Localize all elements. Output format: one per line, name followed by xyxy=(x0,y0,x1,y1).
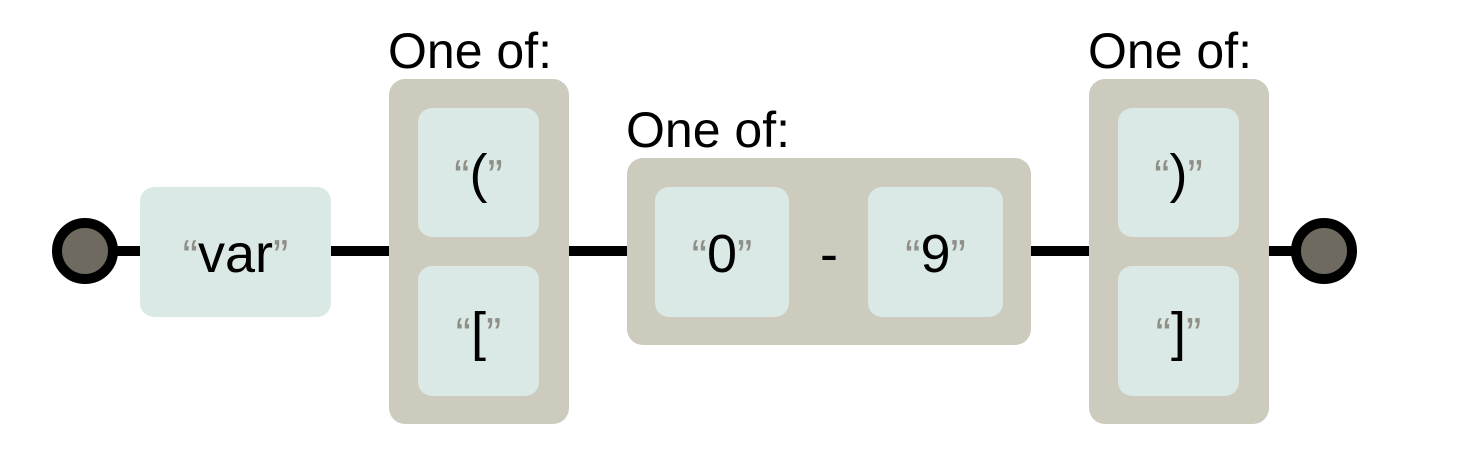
literal-box xyxy=(418,108,539,237)
range-from: “0” xyxy=(655,187,789,317)
literal-text: “[” xyxy=(456,302,502,362)
literal-text: “var” xyxy=(183,224,289,284)
literal-text: “]” xyxy=(1156,302,1202,362)
group-caption: One of: xyxy=(388,23,552,79)
literal-box xyxy=(140,187,331,317)
start-terminal xyxy=(52,218,118,284)
literal-var: “var” xyxy=(140,187,331,317)
literal-text: “)” xyxy=(1154,144,1203,204)
literal-box xyxy=(655,187,789,317)
option-close-paren: “)” xyxy=(1118,108,1239,237)
option-open-paren: “(” xyxy=(418,108,539,237)
one-of-close-bracket-group: One of: “)” “]” xyxy=(1088,23,1269,424)
group-caption: One of: xyxy=(1088,23,1252,79)
one-of-open-bracket-group: One of: “(” “[” xyxy=(388,23,569,424)
option-close-square: “]” xyxy=(1118,266,1239,396)
range-to: “9” xyxy=(868,187,1003,317)
literal-text: “(” xyxy=(454,144,503,204)
end-terminal xyxy=(1291,218,1357,284)
literal-box xyxy=(1118,108,1239,237)
literal-text: “9” xyxy=(905,224,966,284)
group-caption: One of: xyxy=(626,102,790,158)
one-of-digit-range-group: One of: “0” - “9” xyxy=(626,102,1031,345)
range-separator: - xyxy=(820,224,838,284)
literal-box xyxy=(868,187,1003,317)
literal-box xyxy=(1118,266,1239,396)
option-open-square: “[” xyxy=(418,266,539,396)
literal-box xyxy=(418,266,539,396)
literal-text: “0” xyxy=(692,224,753,284)
